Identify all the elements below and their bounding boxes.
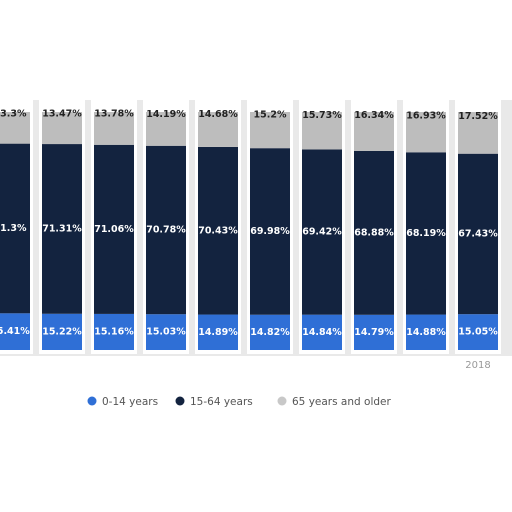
bar-segment: [198, 314, 238, 350]
value-label: 15.41%: [0, 326, 30, 337]
bar-segment: [0, 313, 30, 350]
value-label: 16.34%: [354, 110, 394, 121]
bar-segment: [406, 152, 446, 315]
bar-segment: [354, 150, 394, 315]
value-label: 15.22%: [42, 326, 82, 337]
value-label: 14.68%: [198, 109, 238, 120]
value-label: 15.05%: [458, 327, 498, 338]
value-label: 14.89%: [198, 327, 238, 338]
bar-segment: [146, 112, 186, 146]
bar-segment: [0, 143, 30, 314]
value-label: 15.2%: [254, 110, 287, 121]
bar-segment: [198, 146, 238, 315]
value-label: 68.88%: [354, 227, 394, 238]
bar-segment: [146, 314, 186, 350]
bar-segment: [302, 112, 342, 150]
value-label: 13.47%: [42, 109, 82, 120]
value-label: 17.52%: [458, 111, 498, 122]
value-label: 14.88%: [406, 327, 446, 338]
bar-segment: [42, 144, 82, 314]
bar-segment: [354, 111, 394, 151]
value-label: 14.84%: [302, 327, 342, 338]
legend-marker[interactable]: [175, 396, 185, 406]
value-label: 14.19%: [146, 109, 186, 120]
value-label: 15.73%: [302, 110, 342, 121]
value-label: 13.3%: [0, 108, 27, 119]
bar-segment: [42, 112, 82, 145]
value-label: 69.98%: [250, 226, 290, 237]
bar-segment: [302, 314, 342, 350]
x-tick-label: 2018: [465, 360, 490, 371]
value-label: 13.78%: [94, 109, 134, 120]
bar-segment: [250, 148, 290, 315]
bar-segment: [458, 153, 498, 315]
value-label: 67.43%: [458, 228, 498, 239]
bar-segment: [406, 314, 446, 350]
bar-segment: [94, 144, 134, 314]
bar-segment: [146, 145, 186, 315]
value-label: 14.82%: [250, 327, 290, 338]
value-label: 69.42%: [302, 227, 342, 238]
legend-marker[interactable]: [87, 396, 97, 406]
bar-segment: [302, 149, 342, 315]
value-label: 71.3%: [0, 223, 27, 234]
legend-label[interactable]: 15-64 years: [190, 396, 253, 408]
value-label: 71.31%: [42, 223, 82, 234]
bar-segment: [94, 313, 134, 350]
bar-segment: [94, 112, 134, 145]
bar-segment: [42, 313, 82, 350]
value-label: 14.79%: [354, 327, 394, 338]
value-label: 70.78%: [146, 225, 186, 236]
bar-segment: [458, 112, 498, 154]
bar-segment: [406, 112, 446, 153]
bar-segment: [354, 314, 394, 350]
legend-marker[interactable]: [277, 396, 287, 406]
value-label: 70.43%: [198, 225, 238, 236]
legend-label[interactable]: 65 years and older: [292, 396, 391, 408]
value-label: 15.03%: [146, 327, 186, 338]
bar-segment: [198, 112, 238, 147]
value-label: 16.93%: [406, 111, 446, 122]
bar-segment: [0, 111, 30, 144]
bar-segment: [250, 112, 290, 149]
value-label: 71.06%: [94, 224, 134, 235]
legend-label[interactable]: 0-14 years: [102, 396, 158, 408]
bar-segment: [250, 314, 290, 350]
bar-segment: [458, 314, 498, 350]
value-label: 15.16%: [94, 326, 134, 337]
value-label: 68.19%: [406, 228, 446, 239]
